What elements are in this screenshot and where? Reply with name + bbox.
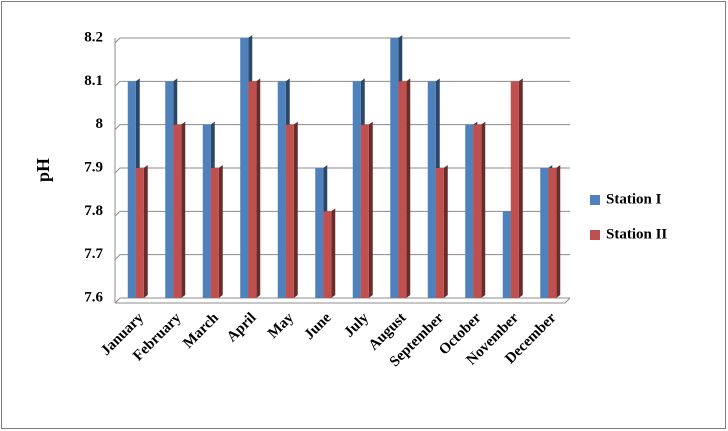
grid-line [114, 80, 570, 87]
bar-side [256, 78, 261, 298]
y-tick-label: 7.6 [84, 289, 103, 305]
bar-side [331, 208, 336, 298]
floor [115, 297, 571, 304]
legend-swatch [590, 195, 600, 205]
bar [323, 211, 332, 298]
grid-line [114, 124, 570, 131]
bar [435, 168, 444, 298]
bar [127, 81, 136, 298]
y-tick-label: 8.2 [84, 29, 103, 45]
bar [398, 81, 407, 298]
bar [502, 211, 511, 298]
bar [277, 81, 286, 298]
bar [548, 168, 557, 298]
bar [473, 124, 482, 299]
bar [240, 38, 249, 298]
bar-side [368, 121, 373, 299]
bar [315, 168, 324, 298]
y-tick-label: 7.8 [84, 203, 103, 219]
bar-side [181, 121, 186, 299]
bar-side [518, 78, 523, 298]
bar [135, 168, 144, 298]
bar-side [143, 165, 148, 298]
bar [360, 124, 369, 299]
bar [352, 81, 361, 298]
grid-line [114, 210, 570, 217]
bar-side [556, 165, 561, 298]
bar [248, 81, 257, 298]
bar [427, 81, 436, 298]
bar [465, 124, 474, 299]
legend-label: Station II [606, 226, 667, 242]
grid-line [114, 37, 570, 44]
legend-label: Station I [606, 191, 662, 207]
y-tick-label: 8.1 [84, 73, 103, 89]
grid-line [114, 254, 570, 261]
y-tick-label: 8 [96, 116, 104, 132]
bar [510, 81, 519, 298]
bar-side [218, 165, 223, 298]
y-tick-label: 7.7 [84, 246, 103, 262]
bar-side [481, 121, 486, 299]
bar-side [406, 78, 411, 298]
y-axis-label: pH [33, 158, 53, 182]
bar [165, 81, 174, 298]
bar [285, 124, 294, 299]
bar-side [443, 165, 448, 298]
bar [540, 168, 549, 298]
bar [202, 124, 211, 299]
grid-line [114, 297, 570, 304]
bar [210, 168, 219, 298]
bar [390, 38, 399, 298]
grid-line [114, 167, 570, 174]
bar-side [293, 121, 298, 299]
y-tick-label: 7.9 [84, 159, 103, 175]
bar [173, 124, 182, 299]
legend-swatch [590, 230, 600, 240]
